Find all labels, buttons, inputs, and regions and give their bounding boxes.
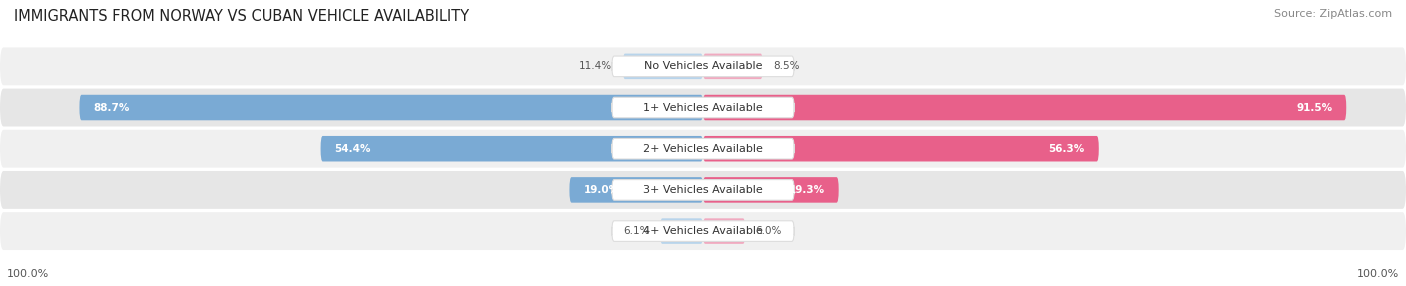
Text: 6.1%: 6.1% bbox=[623, 226, 650, 236]
Text: 2+ Vehicles Available: 2+ Vehicles Available bbox=[643, 144, 763, 154]
FancyBboxPatch shape bbox=[612, 97, 794, 118]
FancyBboxPatch shape bbox=[612, 221, 794, 241]
Text: 88.7%: 88.7% bbox=[93, 103, 129, 112]
Text: 6.0%: 6.0% bbox=[756, 226, 782, 236]
FancyBboxPatch shape bbox=[0, 47, 1406, 85]
Text: 3+ Vehicles Available: 3+ Vehicles Available bbox=[643, 185, 763, 195]
FancyBboxPatch shape bbox=[612, 138, 794, 159]
FancyBboxPatch shape bbox=[703, 218, 745, 244]
Text: 1+ Vehicles Available: 1+ Vehicles Available bbox=[643, 103, 763, 112]
FancyBboxPatch shape bbox=[703, 53, 762, 79]
Text: 54.4%: 54.4% bbox=[335, 144, 371, 154]
FancyBboxPatch shape bbox=[0, 212, 1406, 250]
Text: 8.5%: 8.5% bbox=[773, 61, 800, 71]
FancyBboxPatch shape bbox=[612, 180, 794, 200]
FancyBboxPatch shape bbox=[703, 95, 1347, 120]
FancyBboxPatch shape bbox=[703, 177, 838, 203]
FancyBboxPatch shape bbox=[0, 89, 1406, 126]
FancyBboxPatch shape bbox=[0, 130, 1406, 168]
FancyBboxPatch shape bbox=[79, 95, 703, 120]
Text: IMMIGRANTS FROM NORWAY VS CUBAN VEHICLE AVAILABILITY: IMMIGRANTS FROM NORWAY VS CUBAN VEHICLE … bbox=[14, 9, 470, 23]
FancyBboxPatch shape bbox=[569, 177, 703, 203]
Text: 100.0%: 100.0% bbox=[1357, 269, 1399, 279]
Text: 19.3%: 19.3% bbox=[789, 185, 824, 195]
FancyBboxPatch shape bbox=[612, 56, 794, 77]
FancyBboxPatch shape bbox=[0, 171, 1406, 209]
FancyBboxPatch shape bbox=[703, 136, 1099, 162]
Legend: Immigrants from Norway, Cuban: Immigrants from Norway, Cuban bbox=[576, 281, 830, 286]
Text: 19.0%: 19.0% bbox=[583, 185, 620, 195]
Text: No Vehicles Available: No Vehicles Available bbox=[644, 61, 762, 71]
Text: 100.0%: 100.0% bbox=[7, 269, 49, 279]
Text: 4+ Vehicles Available: 4+ Vehicles Available bbox=[643, 226, 763, 236]
Text: 91.5%: 91.5% bbox=[1296, 103, 1333, 112]
FancyBboxPatch shape bbox=[661, 218, 703, 244]
FancyBboxPatch shape bbox=[623, 53, 703, 79]
Text: 11.4%: 11.4% bbox=[579, 61, 613, 71]
Text: 56.3%: 56.3% bbox=[1049, 144, 1085, 154]
FancyBboxPatch shape bbox=[321, 136, 703, 162]
Text: Source: ZipAtlas.com: Source: ZipAtlas.com bbox=[1274, 9, 1392, 19]
